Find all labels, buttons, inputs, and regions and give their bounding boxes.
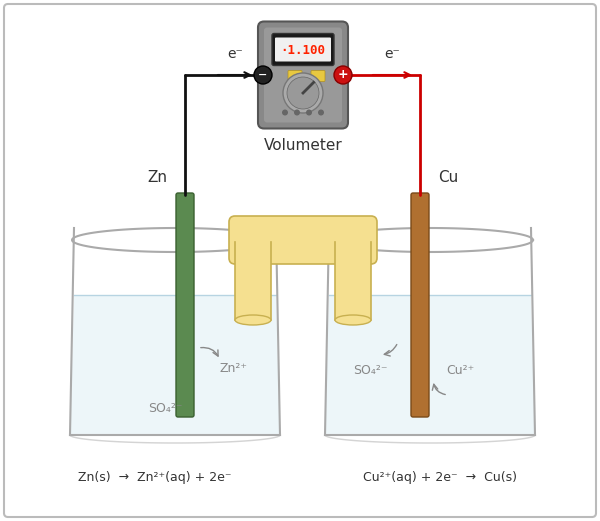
Circle shape [283,73,323,113]
FancyBboxPatch shape [272,33,334,66]
FancyBboxPatch shape [311,70,325,81]
FancyBboxPatch shape [258,21,348,129]
Circle shape [254,66,272,84]
FancyBboxPatch shape [288,70,302,81]
FancyBboxPatch shape [264,28,342,122]
Text: ·1.100: ·1.100 [281,44,325,57]
FancyBboxPatch shape [411,193,429,417]
Text: Volumeter: Volumeter [263,139,343,154]
Bar [335,237,371,320]
Ellipse shape [235,315,271,325]
Text: Zn: Zn [147,170,167,185]
FancyBboxPatch shape [176,193,194,417]
Text: Zn(s)  →  Zn²⁺(aq) + 2e⁻: Zn(s) → Zn²⁺(aq) + 2e⁻ [78,472,232,485]
Text: −: − [259,70,268,80]
Circle shape [282,109,288,116]
FancyBboxPatch shape [275,38,331,61]
Bar [235,237,271,320]
Circle shape [294,109,300,116]
Polygon shape [325,295,535,435]
Polygon shape [70,295,280,435]
Circle shape [334,66,352,84]
Text: e⁻: e⁻ [385,47,400,61]
Text: Cu²⁺: Cu²⁺ [446,364,474,377]
Circle shape [306,109,312,116]
Circle shape [287,77,319,109]
Text: Cu²⁺(aq) + 2e⁻  →  Cu(s): Cu²⁺(aq) + 2e⁻ → Cu(s) [363,472,517,485]
FancyBboxPatch shape [4,4,596,517]
Text: SO₄²⁻: SO₄²⁻ [353,364,387,377]
Text: e⁻: e⁻ [227,47,243,61]
Text: Cu: Cu [438,170,458,185]
Circle shape [318,109,324,116]
Text: Zn²⁺: Zn²⁺ [220,362,248,375]
Text: +: + [338,68,349,81]
Text: SO₄²⁻: SO₄²⁻ [148,402,182,415]
Ellipse shape [335,315,371,325]
FancyBboxPatch shape [229,216,377,264]
